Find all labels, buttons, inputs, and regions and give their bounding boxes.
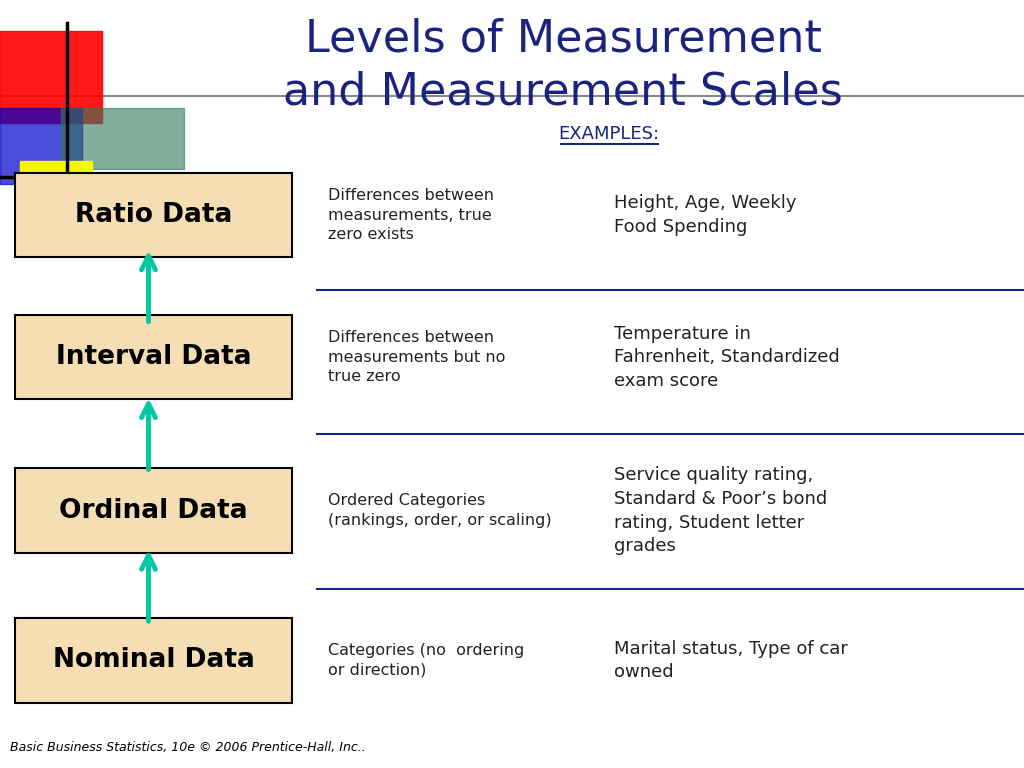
Bar: [0, 108, 82, 184]
Text: Differences between
measurements but no
true zero: Differences between measurements but no …: [328, 329, 505, 385]
Bar: [20, 161, 92, 215]
Bar: [0, 31, 102, 123]
Text: Ordinal Data: Ordinal Data: [59, 498, 248, 524]
Text: Ordered Categories
(rankings, order, or scaling): Ordered Categories (rankings, order, or …: [328, 493, 551, 528]
Text: Interval Data: Interval Data: [55, 344, 252, 370]
Text: Ratio Data: Ratio Data: [75, 202, 232, 228]
Text: Marital status, Type of car
owned: Marital status, Type of car owned: [614, 640, 848, 681]
Text: Categories (no  ordering
or direction): Categories (no ordering or direction): [328, 643, 524, 678]
Text: Levels of Measurement
and Measurement Scales: Levels of Measurement and Measurement Sc…: [284, 17, 843, 114]
Text: Basic Business Statistics, 10e © 2006 Prentice-Hall, Inc..: Basic Business Statistics, 10e © 2006 Pr…: [10, 741, 366, 754]
FancyBboxPatch shape: [15, 315, 292, 399]
FancyBboxPatch shape: [15, 173, 292, 257]
Text: EXAMPLES:: EXAMPLES:: [559, 125, 659, 144]
FancyBboxPatch shape: [15, 468, 292, 553]
Text: Height, Age, Weekly
Food Spending: Height, Age, Weekly Food Spending: [614, 194, 797, 236]
Text: Service quality rating,
Standard & Poor’s bond
rating, Student letter
grades: Service quality rating, Standard & Poor’…: [614, 466, 827, 555]
FancyBboxPatch shape: [15, 618, 292, 703]
Bar: [61, 108, 184, 169]
Text: Temperature in
Fahrenheit, Standardized
exam score: Temperature in Fahrenheit, Standardized …: [614, 325, 840, 389]
Text: Differences between
measurements, true
zero exists: Differences between measurements, true z…: [328, 187, 494, 243]
Text: Nominal Data: Nominal Data: [52, 647, 255, 674]
